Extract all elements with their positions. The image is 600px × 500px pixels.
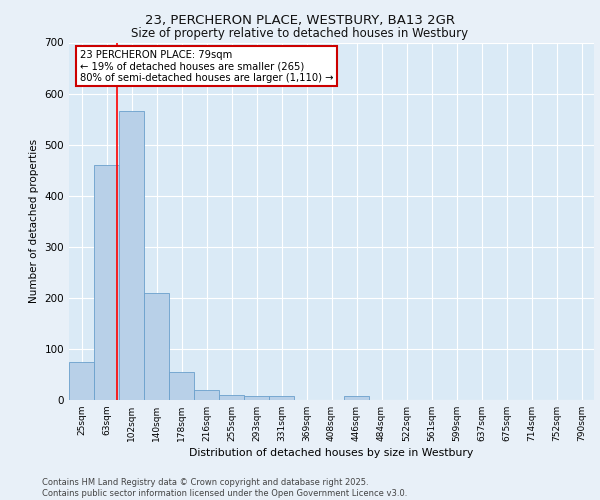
Text: Contains HM Land Registry data © Crown copyright and database right 2025.
Contai: Contains HM Land Registry data © Crown c…	[42, 478, 407, 498]
Bar	[220, 395, 244, 400]
Bar	[94, 165, 119, 400]
X-axis label: Distribution of detached houses by size in Westbury: Distribution of detached houses by size …	[190, 448, 473, 458]
Bar	[244, 396, 269, 400]
Bar	[70, 362, 94, 400]
Bar	[269, 396, 293, 400]
Y-axis label: Number of detached properties: Number of detached properties	[29, 139, 39, 304]
Bar	[169, 372, 194, 400]
Text: Size of property relative to detached houses in Westbury: Size of property relative to detached ho…	[131, 28, 469, 40]
Bar	[119, 112, 143, 400]
Bar	[194, 390, 218, 400]
Text: 23, PERCHERON PLACE, WESTBURY, BA13 2GR: 23, PERCHERON PLACE, WESTBURY, BA13 2GR	[145, 14, 455, 27]
Bar	[344, 396, 368, 400]
Bar	[145, 292, 169, 400]
Text: 23 PERCHERON PLACE: 79sqm
← 19% of detached houses are smaller (265)
80% of semi: 23 PERCHERON PLACE: 79sqm ← 19% of detac…	[79, 50, 333, 83]
